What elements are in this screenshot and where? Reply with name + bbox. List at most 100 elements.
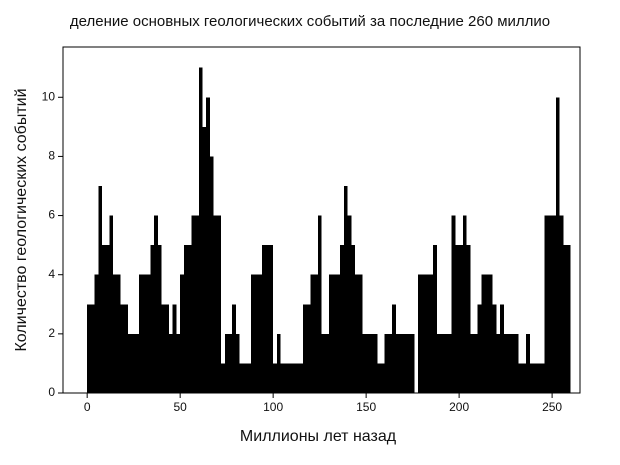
bar <box>332 274 337 393</box>
bar <box>399 333 404 393</box>
bar <box>366 333 370 393</box>
bar <box>533 363 538 393</box>
bar <box>459 245 463 393</box>
bar <box>310 274 315 393</box>
bar <box>522 363 527 393</box>
bar <box>343 185 348 393</box>
bar <box>105 245 110 393</box>
bar <box>421 274 426 393</box>
bar <box>347 215 352 393</box>
bar <box>102 245 106 393</box>
bar <box>198 67 203 393</box>
bar <box>325 333 329 393</box>
bar <box>529 363 534 393</box>
bar <box>503 333 508 393</box>
bar <box>250 274 255 393</box>
bar <box>369 333 374 393</box>
bar <box>559 215 564 393</box>
bar <box>328 274 333 393</box>
bar <box>395 333 400 393</box>
bar <box>548 215 553 393</box>
bar <box>358 274 363 393</box>
y-tick-label: 2 <box>48 326 55 340</box>
bar <box>377 363 382 393</box>
bar <box>436 333 441 393</box>
bar <box>566 245 571 393</box>
bar <box>526 333 530 393</box>
bar <box>455 245 460 393</box>
bar <box>269 245 274 393</box>
bar <box>563 245 567 393</box>
bar <box>202 126 207 393</box>
bar <box>265 245 270 393</box>
bar <box>373 333 378 393</box>
bar <box>273 363 277 393</box>
bar <box>98 185 103 393</box>
bar <box>336 274 341 393</box>
y-tick-label: 6 <box>48 208 55 222</box>
bar <box>120 304 125 393</box>
bar <box>243 363 248 393</box>
bar <box>492 304 497 393</box>
bar <box>314 274 318 393</box>
bar <box>518 363 523 393</box>
bar <box>191 215 196 393</box>
bar <box>500 304 504 393</box>
bar <box>261 245 266 393</box>
bar <box>451 215 456 393</box>
bar <box>150 245 155 393</box>
x-tick-label: 150 <box>356 400 376 414</box>
bar <box>128 333 132 393</box>
bar <box>172 304 177 393</box>
bar <box>473 333 478 393</box>
bar <box>284 363 289 393</box>
bar <box>466 245 471 393</box>
bar <box>109 215 114 393</box>
bar <box>90 304 95 393</box>
bar <box>447 333 452 393</box>
bar <box>94 274 99 393</box>
bar <box>302 304 307 393</box>
bar <box>485 274 489 393</box>
bar <box>410 333 415 393</box>
bar <box>354 274 359 393</box>
bar <box>221 363 225 393</box>
bar <box>362 333 367 393</box>
bar <box>540 363 545 393</box>
bar <box>295 363 300 393</box>
bar <box>176 333 181 393</box>
bar <box>195 215 199 393</box>
bar <box>183 245 188 393</box>
bar <box>351 245 355 393</box>
bar <box>403 333 408 393</box>
bar <box>87 304 91 393</box>
bar <box>407 333 411 393</box>
bar <box>384 333 389 393</box>
bar <box>228 333 233 393</box>
bar <box>276 333 281 393</box>
x-tick-label: 250 <box>542 400 562 414</box>
bar <box>154 215 158 393</box>
bar <box>537 363 541 393</box>
bar <box>291 363 296 393</box>
bar <box>142 274 147 393</box>
bar <box>511 333 515 393</box>
bar <box>514 333 519 393</box>
bar <box>116 274 121 393</box>
bar <box>299 363 303 393</box>
bar <box>232 304 236 393</box>
bar <box>433 245 437 393</box>
bar <box>440 333 445 393</box>
bar <box>288 363 292 393</box>
bar <box>187 245 192 393</box>
x-tick-label: 100 <box>263 400 283 414</box>
bar <box>507 333 512 393</box>
bar <box>462 215 467 393</box>
bar <box>381 363 385 393</box>
bar <box>254 274 259 393</box>
bar <box>157 245 162 393</box>
bar <box>235 333 240 393</box>
y-tick-label: 0 <box>48 385 55 399</box>
bar <box>217 215 222 393</box>
bar <box>206 97 210 394</box>
